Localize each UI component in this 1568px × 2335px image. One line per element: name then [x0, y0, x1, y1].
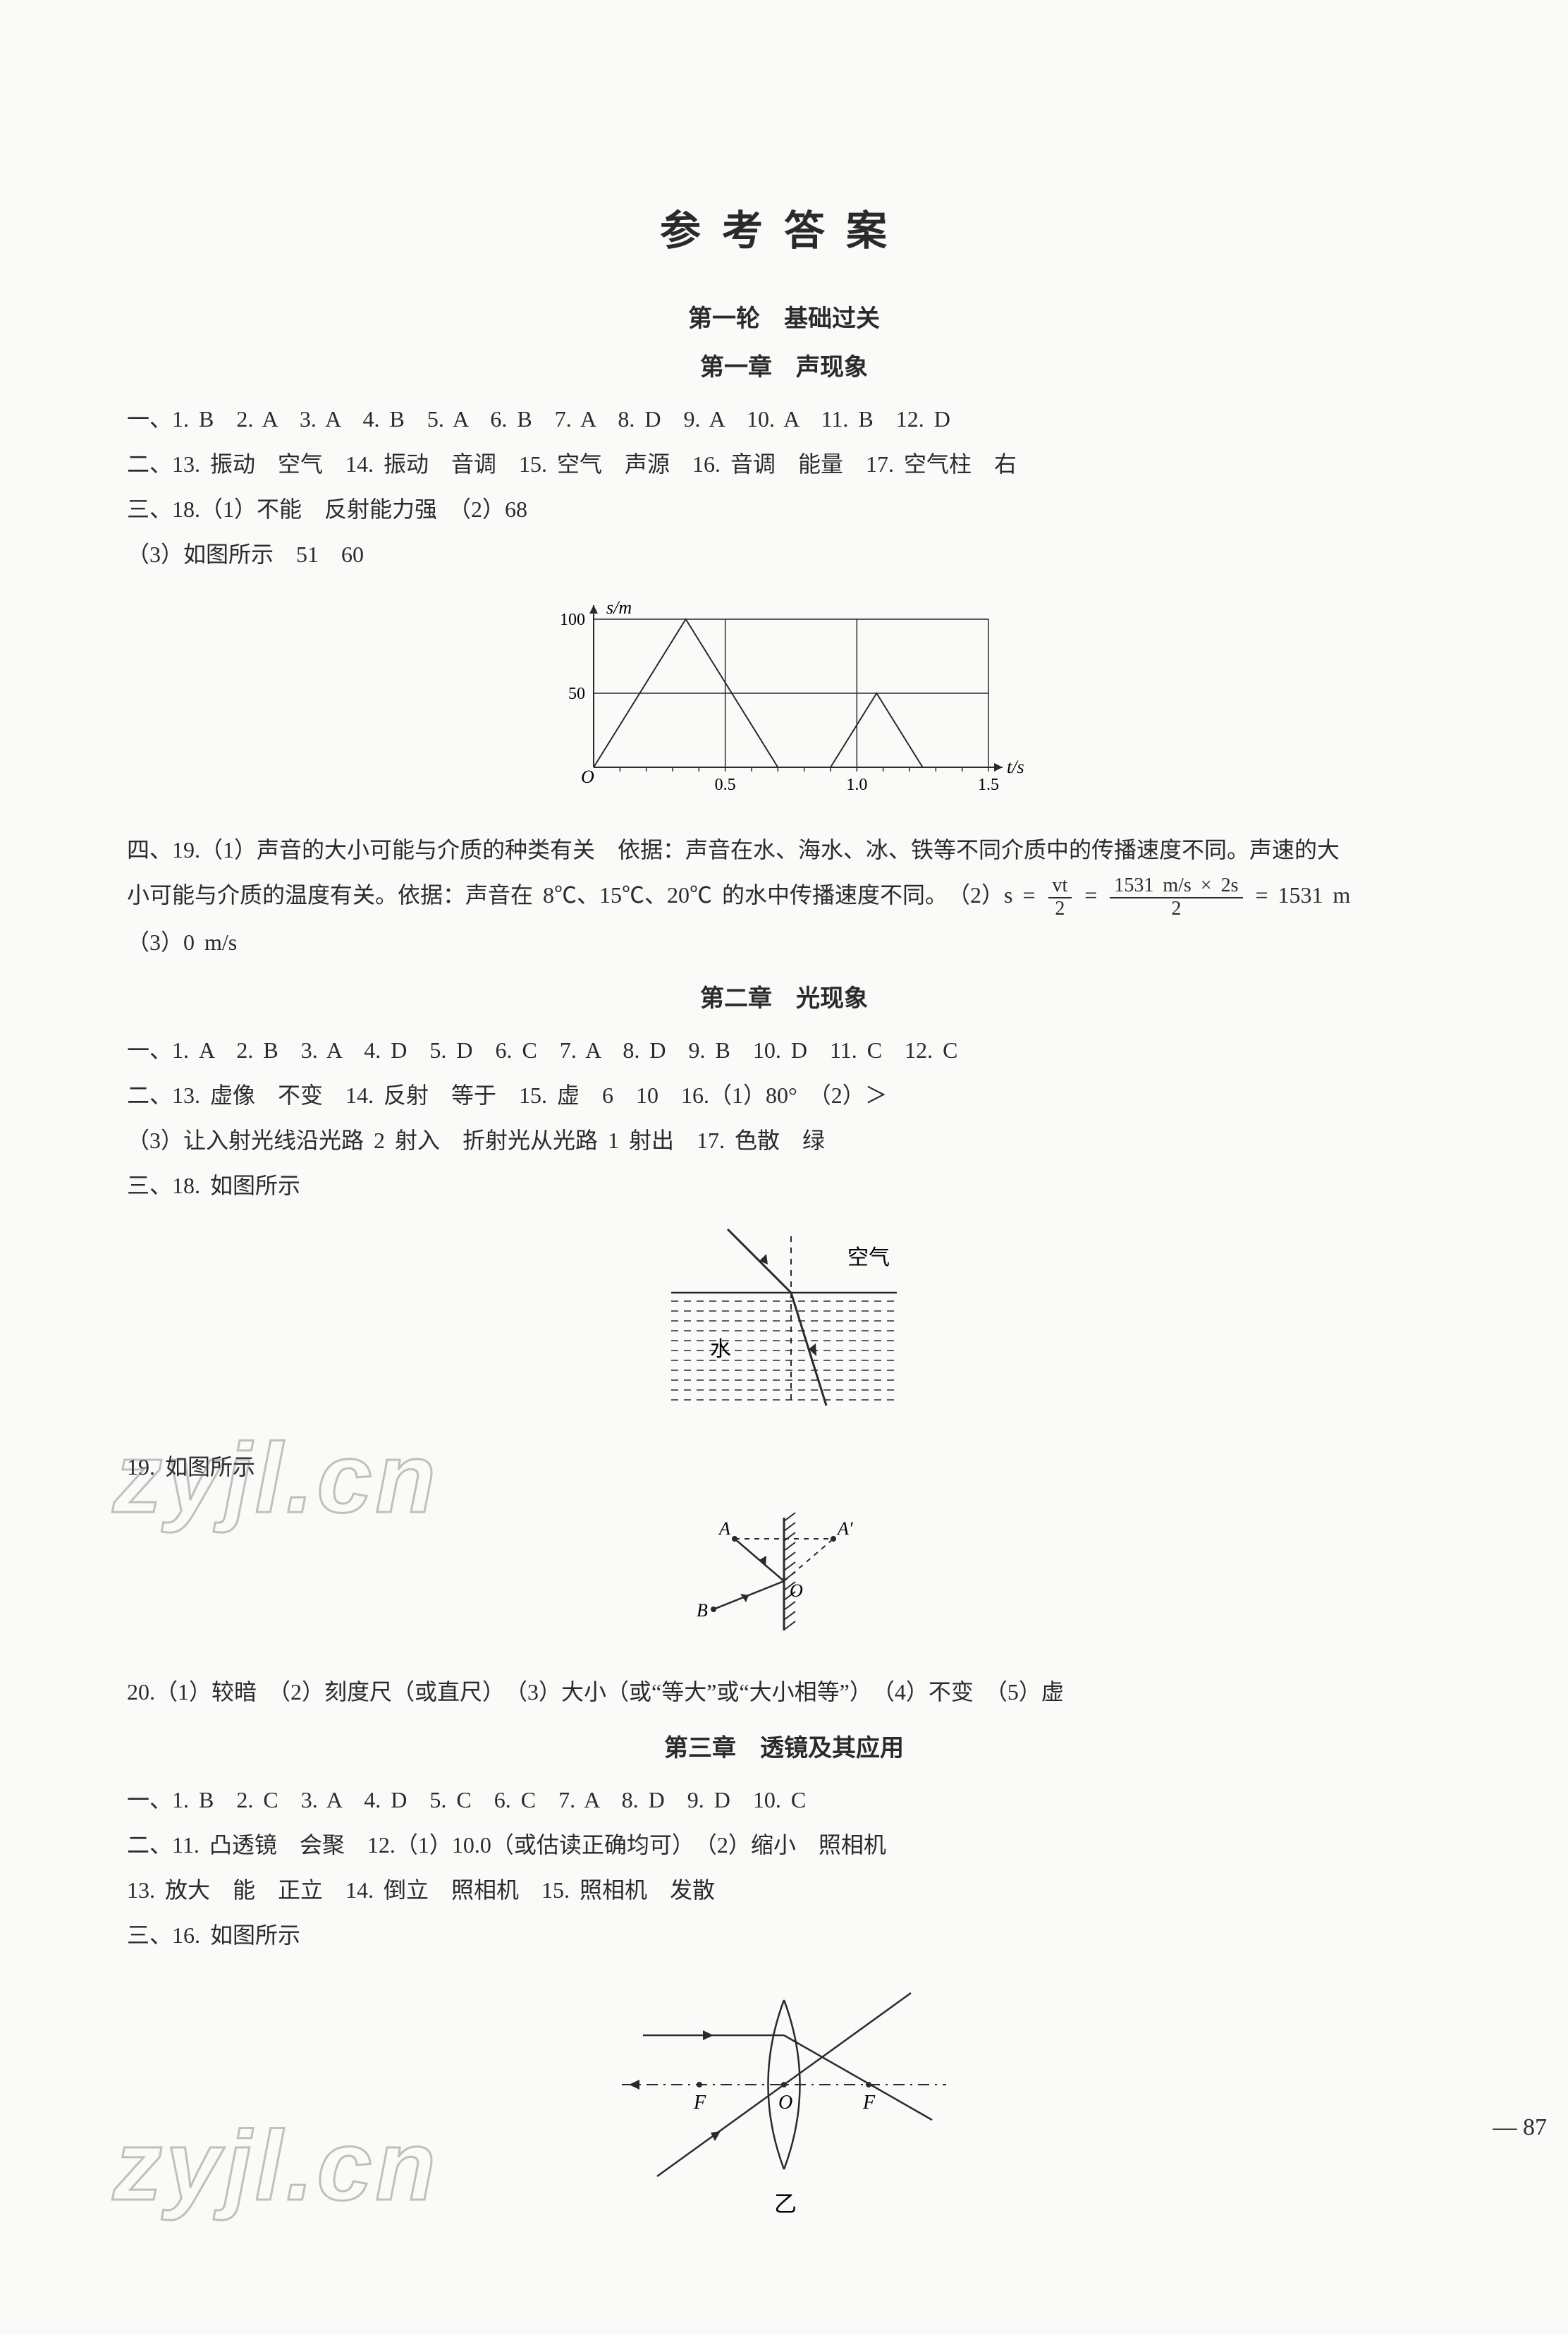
svg-text:0.5: 0.5: [715, 776, 736, 794]
frac-vt-2: vt 2: [1048, 875, 1072, 920]
svg-text:50: 50: [568, 685, 585, 703]
ch3-section-2: 二、11. 凸透镜 会聚 12.（1）10.0（或估读正确均可） （2）缩小 照…: [127, 1822, 1441, 1867]
chapter-2-title: 第二章 光现象: [127, 979, 1441, 1013]
ch1-graph: s/m t/s 50 100 0.5 1.0 1.5 O: [127, 591, 1441, 806]
ch2-section-2: 二、13. 虚像 不变 14. 反射 等于 15. 虚 6 10 16.（1）8…: [127, 1073, 1441, 1118]
refraction-svg: 空气水: [636, 1222, 932, 1420]
svg-text:F: F: [862, 2092, 876, 2114]
svg-text:A: A: [718, 1518, 730, 1539]
ch2-section-2b: （3）让入射光线沿光路 2 射入 折射光从光路 1 射出 17. 色散 绿: [127, 1118, 1441, 1163]
ch2-section-1: 一、1. A 2. B 3. A 4. D 5. D 6. C 7. A 8. …: [127, 1028, 1441, 1073]
ch3-section-3: 三、16. 如图所示: [127, 1913, 1441, 1958]
watermark-1: zyjl.cn: [113, 1421, 439, 1535]
svg-text:s/m: s/m: [606, 597, 632, 618]
ch1-4b-prefix: 小可能与介质的温度有关。依据：声音在 8℃、15℃、20℃ 的水中传播速度不同。…: [127, 882, 1046, 908]
ch1-section-2: 二、13. 振动 空气 14. 振动 音调 15. 空气 声源 16. 音调 能…: [127, 441, 1441, 487]
svg-text:A′: A′: [836, 1518, 853, 1539]
svg-text:O: O: [778, 2092, 792, 2114]
equals-1: =: [1084, 882, 1107, 908]
svg-text:O: O: [790, 1580, 803, 1601]
ch2-section-20: 20.（1）较暗 （2）刻度尺（或直尺） （3）大小（或“等大”或“大小相等”）…: [127, 1669, 1441, 1714]
formula-result: = 1531 m: [1256, 882, 1351, 908]
page-number: — 87: [1493, 2114, 1548, 2141]
ch1-section-4a: 四、19.（1）声音的大小可能与介质的种类有关 依据：声音在水、海水、冰、铁等不…: [127, 827, 1441, 872]
ch2-fig18: 空气水: [127, 1222, 1441, 1423]
ch3-section-2b: 13. 放大 能 正立 14. 倒立 照相机 15. 照相机 发散: [127, 1867, 1441, 1913]
chapter-3-title: 第三章 透镜及其应用: [127, 1729, 1441, 1763]
chapter-1-title: 第一章 声现象: [127, 348, 1441, 382]
ch3-section-1: 一、1. B 2. C 3. A 4. D 5. C 6. C 7. A 8. …: [127, 1777, 1441, 1822]
page-title: 参考答案: [127, 197, 1441, 257]
lens-svg: F F O 乙: [601, 1972, 967, 2226]
svg-text:1.5: 1.5: [978, 776, 999, 794]
svg-text:水: 水: [710, 1338, 731, 1361]
svg-text:t/s: t/s: [1007, 757, 1024, 777]
ch1-section-3b: （3）如图所示 51 60: [127, 532, 1441, 577]
frac-1531: 1531 m/s × 2s 2: [1110, 875, 1242, 920]
svg-text:O: O: [581, 767, 594, 787]
svg-text:乙: 乙: [774, 2191, 797, 2217]
ch1-section-4c: （3）0 m/s: [127, 920, 1441, 965]
round-label: 第一轮 基础过关: [127, 299, 1441, 334]
ch1-section-3a: 三、18.（1）不能 反射能力强 （2）68: [127, 487, 1441, 532]
watermark-2: zyjl.cn: [113, 2109, 439, 2223]
svg-text:B: B: [697, 1600, 708, 1621]
svg-text:空气: 空气: [847, 1246, 890, 1269]
ch2-section-3: 三、18. 如图所示: [127, 1163, 1441, 1208]
mirror-svg: A A′ B O: [664, 1504, 904, 1645]
ch1-section-4b: 小可能与介质的温度有关。依据：声音在 8℃、15℃、20℃ 的水中传播速度不同。…: [127, 872, 1441, 920]
ch1-section-1: 一、1. B 2. A 3. A 4. B 5. A 6. B 7. A 8. …: [127, 396, 1441, 441]
answer-key-page: 参考答案 第一轮 基础过关 第一章 声现象 一、1. B 2. A 3. A 4…: [0, 0, 1568, 2335]
graph-svg: s/m t/s 50 100 0.5 1.0 1.5 O: [537, 591, 1031, 803]
svg-text:1.0: 1.0: [846, 776, 867, 794]
svg-text:F: F: [693, 2092, 706, 2114]
svg-text:100: 100: [560, 611, 585, 629]
